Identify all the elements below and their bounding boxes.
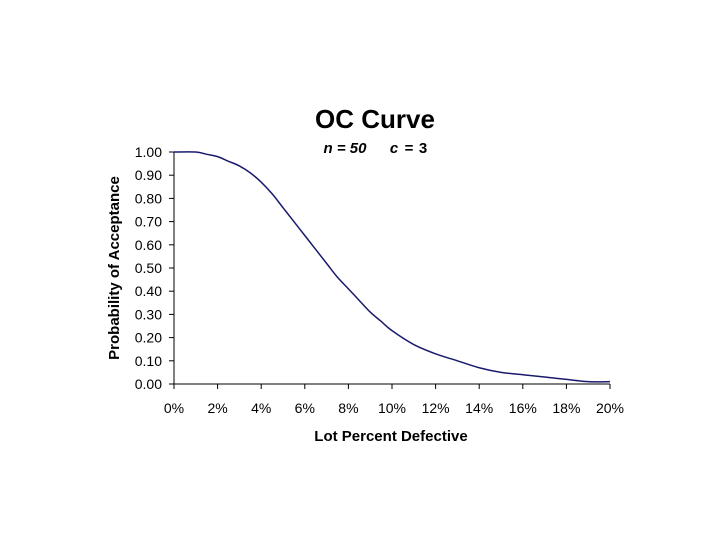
y-tick-label: 0.20 xyxy=(135,330,162,346)
y-tick-label: 0.80 xyxy=(135,190,162,206)
x-tick-label: 18% xyxy=(552,400,580,416)
y-tick-label: 0.50 xyxy=(135,260,162,276)
chart-subtitle-c-value: 3 xyxy=(419,140,427,157)
chart-title: OC Curve xyxy=(315,104,435,134)
y-axis-label: Probability of Acceptance xyxy=(106,176,123,360)
y-tick-label: 0.70 xyxy=(135,214,162,230)
y-tick-label: 0.90 xyxy=(135,167,162,183)
x-tick-label: 10% xyxy=(378,400,406,416)
x-tick-label: 6% xyxy=(295,400,315,416)
x-tick-label: 0% xyxy=(164,400,184,416)
oc-curve-line xyxy=(173,151,611,383)
y-tick-label: 0.40 xyxy=(135,283,162,299)
x-tick-label: 16% xyxy=(509,400,537,416)
x-tick-label: 2% xyxy=(207,400,227,416)
chart-subtitle-c-var: c xyxy=(390,140,399,157)
chart-subtitle-n: n = 50 xyxy=(324,140,368,157)
x-tick-label: 12% xyxy=(422,400,450,416)
y-tick-label: 0.10 xyxy=(135,353,162,369)
x-tick-label: 14% xyxy=(465,400,493,416)
y-tick-label: 1.00 xyxy=(135,144,162,160)
y-tick-label: 0.60 xyxy=(135,237,162,253)
y-tick-label: 0.00 xyxy=(135,376,162,392)
series-layer xyxy=(173,151,611,383)
axes: 0.00 0.10 0.20 0.30 0.40 0.50 0.60 0.70 0.80 0.90… xyxy=(135,144,624,416)
x-tick-label: 20% xyxy=(596,400,624,416)
y-tick-label: 0.30 xyxy=(135,306,162,322)
x-tick-label: 8% xyxy=(338,400,358,416)
x-axis-label: Lot Percent Defective xyxy=(314,428,467,445)
chart-subtitle-c-eq: = xyxy=(405,140,414,157)
x-tick-label: 4% xyxy=(251,400,271,416)
